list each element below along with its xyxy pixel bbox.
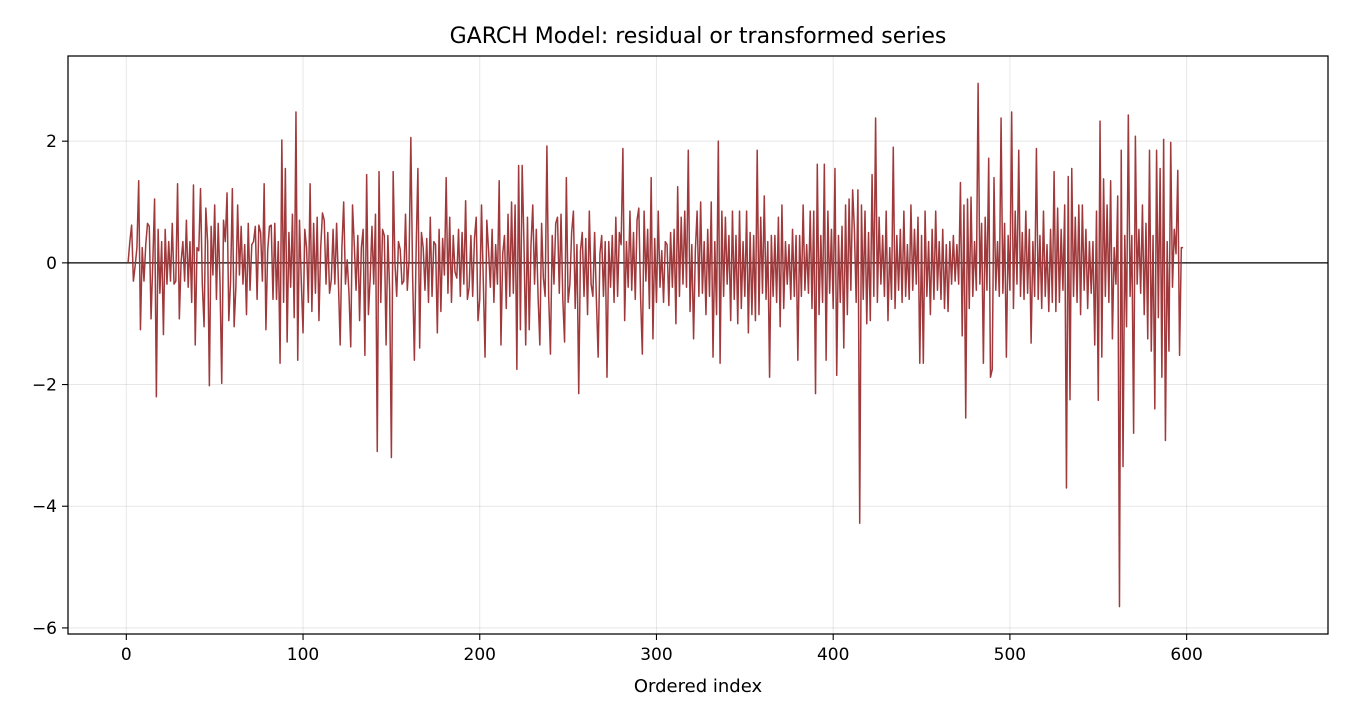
x-tick-label: 400 (817, 645, 849, 665)
y-tick-label: 0 (46, 254, 57, 274)
y-tick-label: −4 (32, 497, 57, 517)
x-tick-label: 300 (640, 645, 672, 665)
y-axis: −6 −4 −2 0 2 (32, 132, 68, 639)
y-tick-label: −6 (32, 619, 57, 639)
y-tick-label: 2 (46, 132, 57, 152)
plot-frame (67, 55, 1329, 635)
x-axis: 0 100 200 300 400 500 600 (121, 634, 1203, 665)
x-tick-label: 0 (121, 645, 132, 665)
y-tick-label: −2 (32, 376, 57, 396)
chart-title: GARCH Model: residual or transformed ser… (450, 24, 947, 49)
x-tick-label: 500 (994, 645, 1026, 665)
x-tick-label: 600 (1170, 645, 1202, 665)
grid (68, 56, 1328, 634)
x-tick-label: 100 (287, 645, 319, 665)
series-line-1 (127, 82, 1184, 608)
series-group (127, 82, 1184, 608)
x-axis-label: Ordered index (634, 676, 763, 697)
x-tick-label: 200 (464, 645, 496, 665)
